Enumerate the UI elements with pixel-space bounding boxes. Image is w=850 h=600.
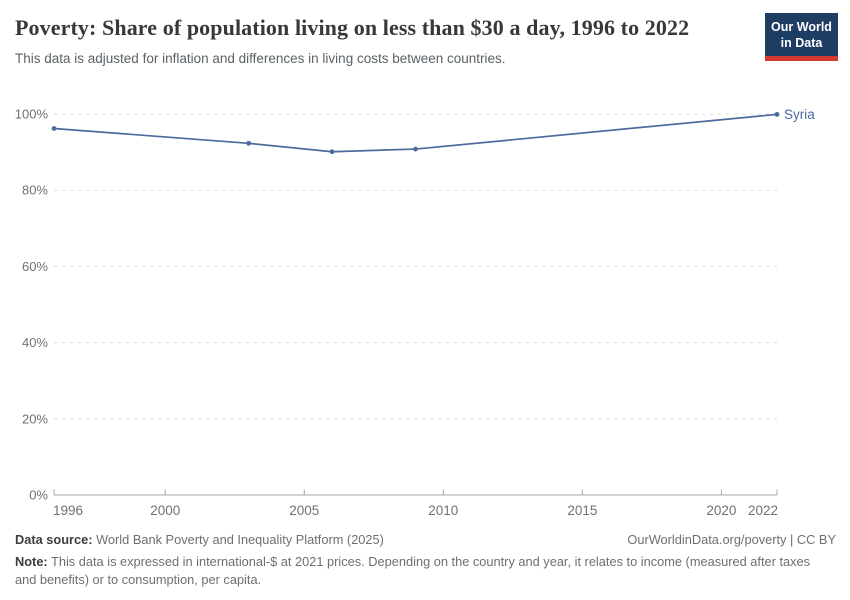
y-axis-tick-label-100: 100% [15, 107, 49, 122]
y-axis-tick-label-80: 80% [22, 183, 48, 198]
x-axis-tick-label-2000: 2000 [150, 503, 180, 518]
data-source-text: World Bank Poverty and Inequality Platfo… [92, 532, 384, 547]
x-axis-tick-label-2015: 2015 [567, 503, 597, 518]
x-axis-tick-label-2005: 2005 [289, 503, 319, 518]
chart-header: Poverty: Share of population living on l… [15, 13, 838, 66]
data-point-1996[interactable] [51, 126, 57, 131]
footnote-text: This data is expressed in international-… [15, 554, 811, 588]
x-axis-tick-label-2010: 2010 [428, 503, 458, 518]
owid-logo-line1: Our World [771, 20, 832, 34]
data-point-2003[interactable] [246, 140, 252, 146]
data-point-2009[interactable] [413, 146, 418, 152]
x-axis-tick-label-2020: 2020 [706, 503, 736, 518]
y-axis-tick-label-0: 0% [29, 488, 48, 503]
chart-subtitle: This data is adjusted for inflation and … [15, 51, 506, 67]
data-point-2022[interactable] [774, 111, 780, 117]
data-point-2006[interactable] [329, 149, 335, 155]
footnote: Note: This data is expressed in internat… [15, 553, 827, 589]
x-axis-tick-label-1996: 1996 [53, 503, 83, 518]
series-line-syria[interactable] [53, 113, 778, 153]
owid-logo[interactable]: Our World in Data [765, 13, 838, 61]
x-axis-tick-label-2022: 2022 [748, 503, 778, 518]
owid-logo-red-bar [765, 56, 838, 61]
chart-footer: Data source: World Bank Poverty and Ineq… [15, 531, 836, 589]
data-source-label: Data source: [15, 532, 93, 547]
y-axis-tick-label-20: 20% [22, 411, 48, 426]
license-link[interactable]: OurWorldinData.org/poverty | CC BY [627, 532, 836, 547]
y-axis-tick-label-60: 60% [22, 259, 48, 274]
data-source: Data source: World Bank Poverty and Ineq… [15, 531, 384, 549]
owid-logo-box: Our World in Data [765, 13, 838, 56]
footnote-label: Note: [15, 554, 48, 570]
series-label-syria[interactable]: Syria [784, 107, 815, 122]
chart-title: Poverty: Share of population living on l… [15, 15, 690, 40]
owid-logo-line2: in Data [780, 36, 823, 50]
y-axis-tick-label-40: 40% [22, 335, 48, 350]
